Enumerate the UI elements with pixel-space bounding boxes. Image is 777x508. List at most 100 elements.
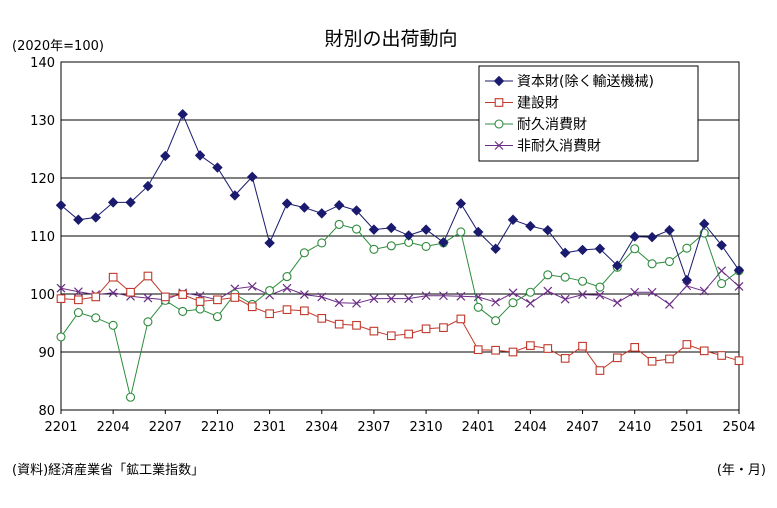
series-1-point-2203	[90, 212, 101, 223]
series-1-point-2502	[699, 218, 710, 230]
series-2-point-2409	[612, 353, 622, 363]
series-3-line	[60, 223, 740, 398]
series-4-point-2311	[439, 291, 448, 301]
series-1-point-2410	[629, 231, 640, 242]
series-4-point-2403-stroke-b	[508, 288, 518, 298]
series-1-point-2201	[55, 200, 67, 211]
series-1-point-2310	[420, 224, 432, 235]
series-4-point-2403	[508, 288, 518, 298]
series-3-point-2304	[317, 238, 327, 248]
series-4-point-2307	[369, 294, 379, 304]
series-2-point-2202	[74, 295, 83, 305]
x-tick-label-2404: 2404	[514, 420, 547, 435]
series-2-point-2504	[734, 356, 744, 366]
series-4-point-2310-stroke-b	[421, 291, 431, 301]
series-4-point-2304	[317, 292, 327, 302]
series-3-point-2206	[143, 317, 153, 327]
series-3-point-2403	[508, 298, 518, 308]
series-3-point-2204	[108, 320, 118, 330]
series-1-point-2401	[473, 226, 484, 238]
series-3-point-2205	[125, 392, 136, 402]
series-4-point-2409-stroke-b	[612, 298, 622, 308]
series-4-point-2310	[421, 291, 431, 301]
series-2	[56, 271, 744, 375]
legend-item-4-label: 非耐久消費財	[517, 139, 601, 155]
x-tick-label-2204: 2204	[97, 420, 130, 435]
series-1-point-2206	[142, 180, 154, 192]
series-3-point-2303	[299, 248, 309, 258]
x-tick-label-2407: 2407	[566, 420, 599, 435]
series-2-point-2308	[386, 331, 396, 341]
x-tick-label-2207: 2207	[149, 420, 182, 435]
series-1-point-2402	[490, 243, 501, 254]
series-2-point-2304	[317, 314, 327, 323]
series-1-point-2204	[107, 197, 119, 208]
series-4-point-2308-stroke-b	[386, 294, 396, 304]
series-4-point-2305-stroke-b	[334, 298, 344, 308]
series-2-point-2408	[595, 366, 605, 375]
x-tick-label-2504: 2504	[722, 420, 755, 435]
x-tick-label-2401: 2401	[462, 420, 495, 435]
series-4-point-2304-stroke-b	[317, 292, 327, 302]
series-4-point-2406-stroke-b	[560, 294, 570, 304]
series-1-point-2503	[716, 240, 727, 251]
unit-label: (2020年=100)	[12, 39, 104, 54]
series-2-point-2503	[717, 351, 726, 360]
series-4-point-2412	[665, 300, 674, 309]
series-2-point-2310	[421, 324, 431, 334]
series-4-point-2305	[334, 298, 344, 308]
series-1-point-2207	[160, 150, 171, 162]
series-2-point-2208	[178, 290, 188, 299]
legend-item-1: 資本財(除く輸送機械)	[485, 74, 654, 90]
y-axis-tick-labels: 80 90 100 110 120 130 140	[30, 56, 55, 419]
series-4-point-2303-stroke-b	[299, 290, 309, 300]
series-4-point-2405-stroke-b	[543, 286, 553, 296]
series-2-point-2306	[352, 320, 361, 330]
series-1-point-2412	[664, 224, 675, 236]
legend-item-1-marker	[493, 75, 505, 87]
series-2-point-2501	[682, 340, 692, 349]
series-3-point-2202	[73, 308, 83, 318]
series-2-point-2412	[665, 354, 674, 364]
x-tick-label-2304: 2304	[305, 420, 338, 435]
series-2-point-2406	[560, 354, 570, 363]
series-3-point-2402	[491, 316, 501, 326]
series-4-point-2502-stroke-b	[699, 286, 709, 296]
series-4-point-2303	[299, 290, 309, 300]
plot-area-frame	[60, 61, 740, 411]
series-4-point-2212-stroke-b	[247, 282, 257, 291]
legend-item-3: 耐久消費財	[485, 117, 587, 133]
series-4-point-2411-stroke-b	[647, 287, 657, 297]
series-4-point-2504	[734, 282, 744, 291]
series-2-point-2404	[526, 341, 535, 350]
series-3	[56, 219, 744, 402]
series-1-point-2212	[247, 171, 258, 183]
x-tick-label-2410: 2410	[618, 420, 651, 435]
series-1-point-2202	[73, 214, 84, 225]
series-3-point-2503	[717, 279, 727, 289]
x-axis-unit-label: (年・月)	[717, 463, 766, 478]
series-4-point-2202-stroke-b	[73, 287, 83, 297]
chart-title: 財別の出荷動向	[324, 28, 457, 50]
series-2-point-2411	[647, 356, 657, 366]
series-2-point-2502	[699, 346, 709, 356]
series-2-point-2307	[369, 326, 379, 336]
series-4-point-2406	[560, 294, 570, 304]
series-3-point-2310	[421, 241, 431, 251]
series-4-point-2204	[108, 288, 118, 298]
series-4-point-2412-stroke-b	[665, 300, 674, 309]
x-tick-label-2310: 2310	[410, 420, 443, 435]
series-1-point-2405	[542, 224, 553, 236]
series-1-point-2409	[612, 260, 623, 271]
series-4-point-2206-stroke-b	[143, 293, 153, 303]
series-2-point-2212	[247, 302, 257, 312]
legend-item-1-label: 資本財(除く輸送機械)	[517, 74, 654, 90]
series-1-point-2403	[507, 214, 519, 225]
series-4-point-2312	[456, 291, 466, 301]
series-3-point-2302	[282, 272, 292, 282]
series-3-point-2307	[369, 244, 379, 254]
series-1-point-2309	[403, 230, 414, 241]
legend-item-4-marker-stroke-b	[494, 141, 504, 150]
series-2-point-2201	[56, 294, 66, 303]
